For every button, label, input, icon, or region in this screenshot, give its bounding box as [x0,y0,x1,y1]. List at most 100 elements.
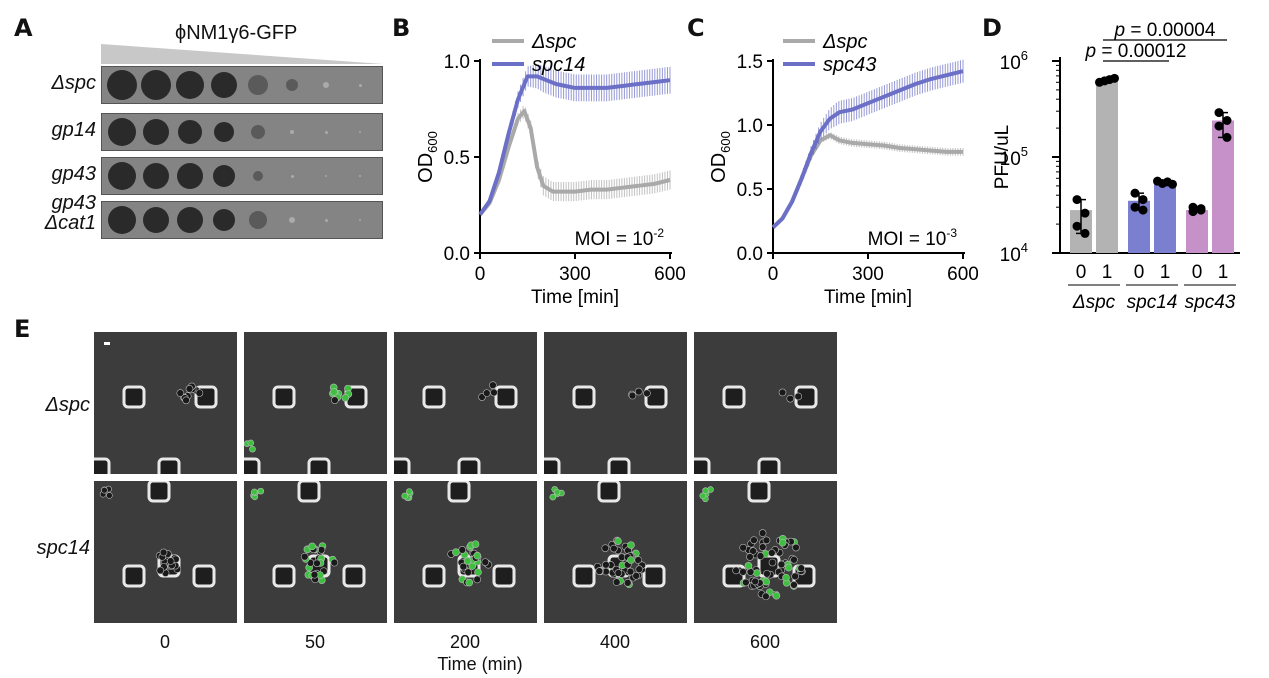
legend-label: spc43 [823,54,876,76]
plaque-spot [108,118,136,146]
cell [762,592,770,601]
y-tick-label: 0.0 [737,244,763,265]
data-point [1110,73,1119,83]
cell [634,387,643,396]
cell [463,557,472,565]
spot-strip [101,201,383,239]
cell [471,540,480,548]
e-time-1: 50 [304,632,326,652]
cell [459,562,468,571]
cell [401,492,409,500]
legend-label: Δspc [822,31,868,53]
chart-b: 0.0 0.5 1.0 0 300 600 Time [min] OD600 MOI = 10-… [415,31,685,308]
cell [330,558,339,567]
cell [159,548,168,557]
plaque-spot [141,70,171,100]
group-label: spc43 [1185,292,1236,313]
y-axis-label: PFU/uL [992,125,1013,189]
pillar [572,564,596,588]
cell [612,578,621,586]
cell [182,396,190,405]
pillar [192,564,216,588]
cell [308,542,316,551]
plaque-spot [325,175,327,177]
pillar [607,457,631,474]
cell [602,560,610,569]
cell [195,389,204,397]
cell [746,553,754,561]
series-line-1 [478,108,671,216]
data-point [1214,121,1224,131]
cell [549,493,557,501]
data-point [1080,208,1090,218]
cell [634,556,643,564]
cell [772,591,781,600]
plaque-spot [248,75,268,95]
dilution-triangle [101,44,383,64]
plaque-spot [213,165,235,187]
data-point [1130,202,1140,212]
pillar [544,457,561,474]
pillar [494,385,518,409]
cell [627,556,635,564]
series-line-2 [478,74,671,216]
plaque-spot [213,209,235,231]
cell [249,445,256,453]
x-tick-label: 1 [1102,262,1113,283]
plaque-spot [324,130,328,134]
bar-4 [1154,183,1176,253]
data-point [1214,108,1224,118]
plaque-spot [286,79,298,91]
cell [786,394,795,403]
y-axis-label: OD600 [708,131,733,183]
plaque-spot [324,218,328,222]
panel-label-e: E [14,315,31,343]
pillar [447,481,471,503]
pillar [272,564,296,588]
x-tick-label: 0 [1134,262,1145,283]
cell [784,563,793,572]
moi-annotation: MOI = 10-2 [575,226,665,250]
x-tick-label: 300 [852,264,884,285]
pillar [642,564,666,588]
cell [257,487,265,495]
bar-5 [1186,210,1208,253]
x-tick-label: 600 [947,264,978,285]
cell [778,538,787,547]
data-point [1072,221,1082,231]
cell [473,551,482,560]
cell [310,570,319,579]
panel-label-b: B [392,14,411,42]
cell [791,572,799,581]
plaque-spot [143,163,169,189]
microscopy-tile [694,332,837,474]
row-label-a: gp14 [51,119,97,141]
plaque-spot [108,162,136,190]
data-point [1222,115,1232,125]
cell [614,537,622,545]
e-time-3: 400 [599,632,631,652]
microscopy-tile [394,481,537,623]
pillar [122,564,146,588]
e-time-4: 600 [749,632,781,652]
cell [489,381,497,389]
cell [156,566,165,575]
cell [482,389,491,397]
pillar [722,385,746,409]
cell [458,546,467,554]
cell [742,578,750,587]
x-axis-label: Time [min] [824,287,912,308]
cell [762,577,771,586]
cell [300,552,309,561]
e-time-0: 0 [159,632,170,652]
pillar [394,457,411,474]
cell [553,488,561,496]
microscopy-tile [694,481,837,623]
cell [176,389,185,397]
x-tick-label: 0 [1192,262,1203,283]
cell [749,547,757,555]
y-tick-label: 105 [1000,144,1028,170]
cell [405,488,413,495]
pillar [422,564,446,588]
plaque-spot [253,171,263,181]
